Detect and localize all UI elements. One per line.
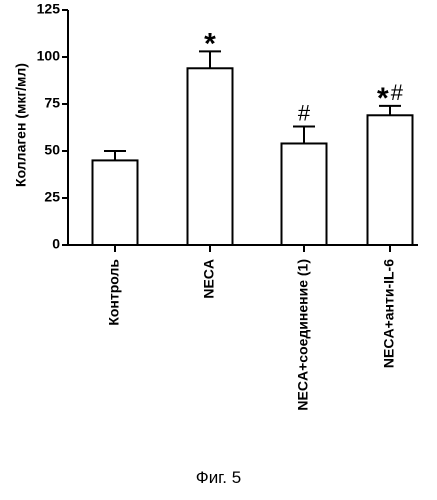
x-tick-label: NECA+соединение (1) [295, 259, 311, 411]
x-tick-label: NECA [201, 259, 217, 299]
y-tick-label: 50 [44, 142, 60, 158]
y-axis-label: Коллаген (мкг/мл) [13, 63, 29, 187]
x-axis [68, 245, 418, 252]
x-tick-labels: Контроль NECA NECA+соединение (1) NECA+анти… [106, 259, 397, 411]
bars [93, 68, 413, 245]
significance-annotations: *#*# [204, 27, 404, 125]
bar [282, 143, 327, 245]
bar [188, 68, 233, 245]
error-bars [104, 51, 401, 160]
y-tick-label: 100 [37, 48, 61, 64]
y-tick-label: 0 [52, 236, 60, 252]
bar [368, 115, 413, 245]
y-tick-label: 75 [44, 95, 60, 111]
x-tick-label: Контроль [106, 259, 122, 326]
significance-mark: # [298, 101, 311, 126]
figure-caption: Фиг. 5 [0, 468, 437, 488]
y-tick-label: 25 [44, 189, 60, 205]
x-tick-label: NECA+анти-IL-6 [381, 259, 397, 368]
y-tick-label: 125 [37, 1, 61, 17]
significance-mark: * [204, 27, 216, 60]
bar [93, 160, 138, 245]
y-axis: 0 25 50 75 100 125 [37, 1, 68, 252]
